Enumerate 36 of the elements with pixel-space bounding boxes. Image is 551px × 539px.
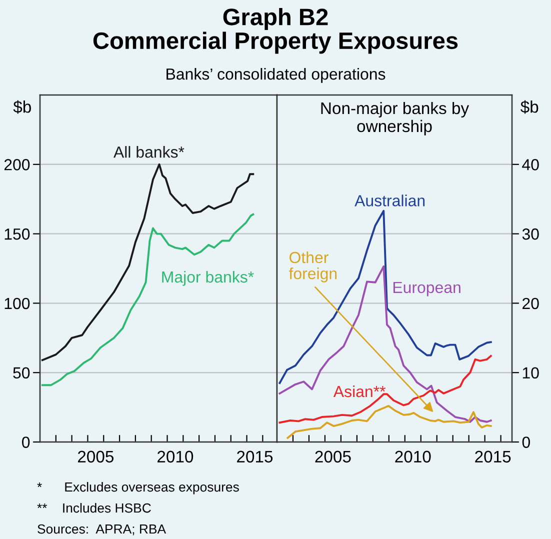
y-tick-label: 50 [13, 367, 30, 379]
y2-tick-label: 40 [522, 159, 539, 170]
y-tick-label: 100 [4, 298, 30, 310]
y-tick-label: 0 [22, 436, 30, 448]
x-tick-label: 2015 [237, 450, 273, 463]
x-tick-label: 2010 [395, 450, 431, 463]
y2-tick-label: 10 [522, 367, 539, 379]
text: Other foreign [288, 251, 337, 282]
text: Non-major banks by ownership [321, 102, 470, 136]
x-tick-label: 2015 [475, 450, 511, 463]
x-tick-label: 2005 [315, 450, 351, 463]
x-tick-label: 2005 [78, 450, 114, 463]
line-series [278, 210, 492, 384]
text: ** Includes HSBC [37, 503, 151, 513]
line-series [41, 213, 254, 386]
y-tick-label: 150 [4, 228, 30, 240]
x-tick-label: 2010 [158, 450, 194, 463]
y2-tick-label: 20 [522, 298, 539, 310]
line-series [41, 163, 254, 362]
y2-tick-label: 30 [522, 228, 539, 240]
series-label: European [393, 282, 460, 296]
line-series [286, 404, 492, 439]
chart-subtitle: Banks’ consolidated operations [166, 68, 386, 83]
y2-tick-label: 0 [522, 436, 530, 448]
series-label: Australian [354, 194, 425, 206]
series-label: Asian** [333, 385, 386, 398]
y-axis-title: $b [13, 100, 31, 114]
chart-title: Graph B2 Commercial Property Exposures [93, 8, 458, 54]
y2-axis-title: $b [520, 100, 538, 114]
series-label: Major banks* [162, 270, 254, 286]
y-tick-label: 200 [4, 159, 30, 170]
line-series [278, 265, 492, 423]
source-note: Sources: APRA; RBA [38, 524, 166, 536]
line-series [278, 354, 492, 424]
text: * Excludes overseas exposures [37, 482, 239, 494]
series-label: All banks* [114, 146, 184, 158]
